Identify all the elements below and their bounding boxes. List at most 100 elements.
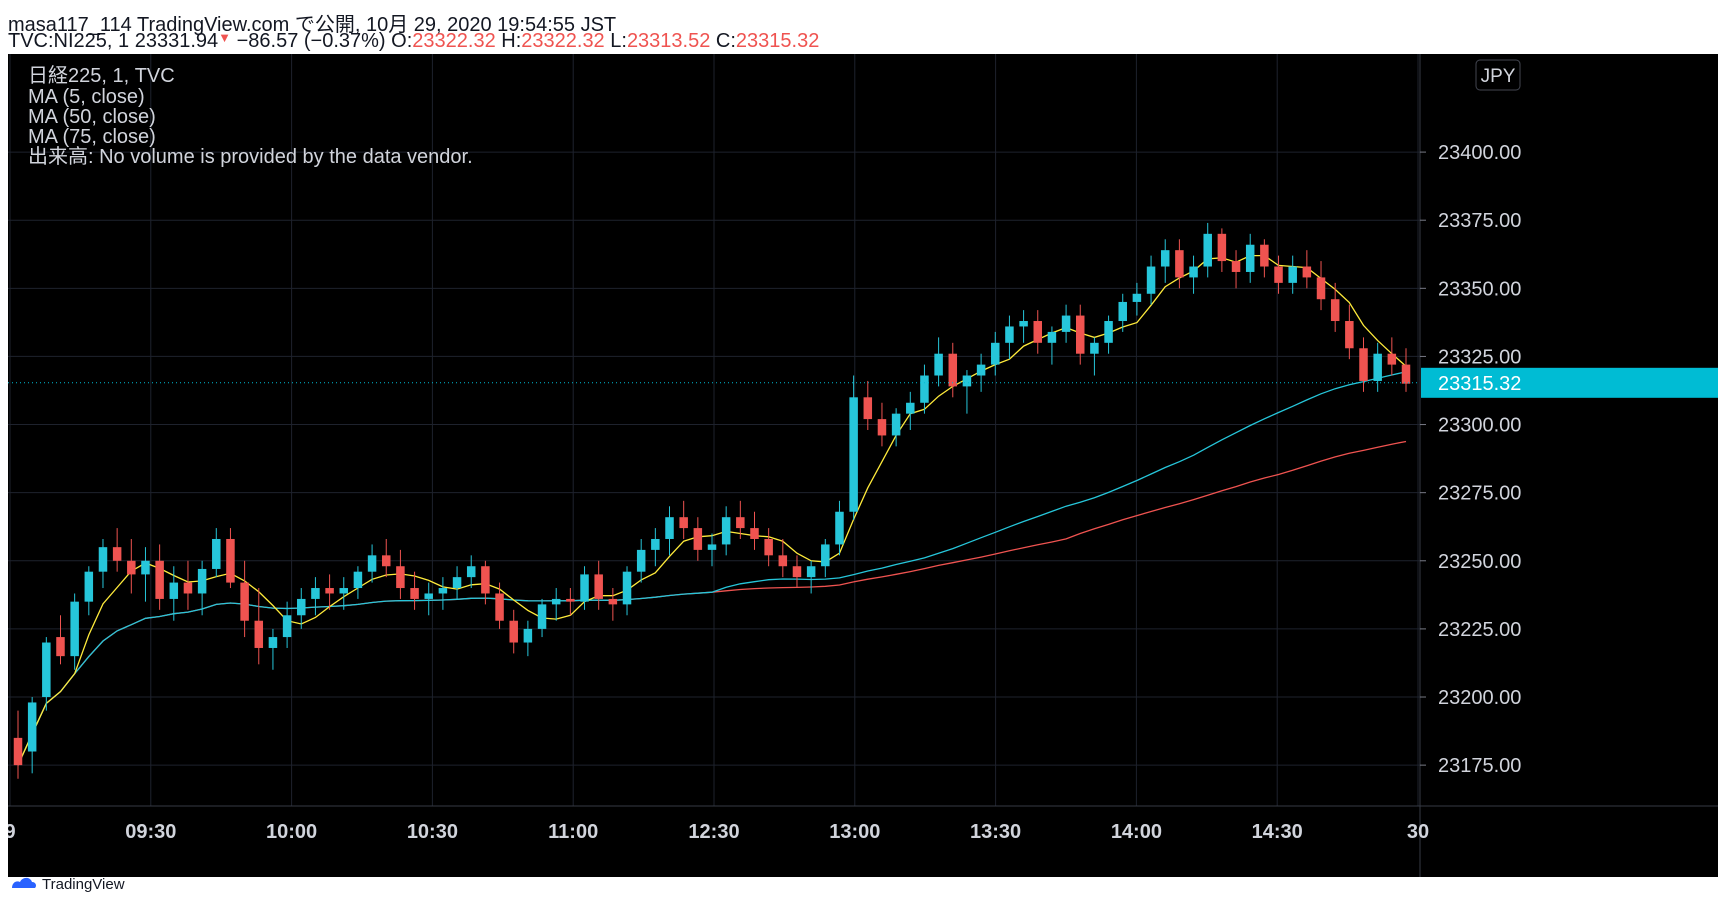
candle-body-38	[551, 598, 561, 605]
candle-78	[1118, 293, 1127, 332]
candle-90	[1288, 255, 1297, 294]
down-arrow-icon: ▼	[218, 30, 232, 45]
candle-body-58	[835, 511, 844, 545]
candle-body-59	[849, 397, 858, 512]
candle-4	[70, 593, 79, 670]
currency-badge[interactable]	[1475, 59, 1521, 91]
candle-body-56	[806, 566, 816, 578]
candle-body-39	[566, 598, 575, 602]
candle-body-93	[1330, 299, 1340, 322]
candle-body-83	[1189, 266, 1198, 278]
tradingview-label: TradingView	[42, 876, 125, 893]
candle-55	[792, 555, 802, 589]
candle-body-91	[1302, 266, 1312, 278]
candle-body-42	[608, 598, 618, 605]
candle-26	[381, 538, 391, 578]
candle-32	[466, 555, 476, 589]
candle-body-77	[1104, 321, 1113, 343]
candle-11	[169, 566, 179, 621]
candle-65	[934, 337, 943, 387]
close-label: C:	[715, 30, 736, 52]
legend-ma50[interactable]: MA (50, close)	[28, 106, 156, 128]
candle-59	[849, 375, 858, 520]
candle-72	[1033, 310, 1043, 354]
x-tick-label-1: 09:30	[125, 821, 176, 843]
x-tick-label-8: 14:00	[1111, 821, 1162, 843]
candle-body-51	[736, 517, 745, 529]
candle-27	[396, 549, 405, 599]
candle-body-28	[410, 588, 419, 599]
candle-body-94	[1345, 321, 1354, 349]
candle-body-57	[821, 544, 830, 567]
candle-42	[608, 588, 618, 621]
candle-body-85	[1217, 233, 1227, 262]
candle-body-5	[84, 571, 94, 602]
candle-body-27	[396, 566, 405, 589]
candle-30	[438, 577, 448, 610]
candle-body-22	[325, 588, 334, 594]
ma50-line	[17, 371, 1407, 766]
candle-body-89	[1274, 266, 1283, 283]
candle-body-35	[509, 620, 518, 643]
candle-87	[1245, 233, 1255, 283]
candle-85	[1217, 228, 1227, 272]
candle-body-10	[155, 560, 164, 599]
candle-body-31	[452, 577, 462, 589]
candle-0	[13, 710, 23, 779]
legend-ma5[interactable]: MA (5, close)	[28, 86, 145, 108]
y-tick-label-5: 23300.00	[1438, 415, 1521, 437]
candle-96	[1373, 342, 1382, 392]
candle-body-37	[537, 604, 547, 629]
close-value: 23315.32	[735, 30, 820, 52]
low-label: L:	[610, 30, 627, 52]
candle-98	[1401, 348, 1411, 392]
open-value: 23322.32	[412, 30, 496, 52]
candle-31	[452, 566, 462, 599]
candle-body-87	[1245, 244, 1255, 272]
candle-36	[523, 620, 533, 657]
chart-panel[interactable]: 23175.00 23200.00 23225.00 23250.00 23275.00…	[8, 54, 1718, 877]
x-tick-label-4: 11:00	[548, 821, 598, 843]
candlestick-chart[interactable]: 23175.00 23200.00 23225.00 23250.00 23275.00…	[8, 54, 1718, 877]
candle-body-80	[1146, 266, 1156, 294]
x-tick-label-5: 12:30	[688, 821, 739, 843]
symbol-label: TVC:NI225, 1	[8, 30, 130, 52]
candle-88	[1260, 239, 1269, 278]
publish-info: masa117_114 TradingView.com で公開, 10月 29,…	[8, 8, 616, 37]
candle-body-12	[183, 582, 193, 594]
candle-body-74	[1061, 315, 1071, 332]
candle-93	[1330, 282, 1340, 332]
currency-label: JPY	[1481, 66, 1516, 87]
candle-77	[1104, 315, 1113, 354]
candle-body-88	[1260, 244, 1269, 267]
legend-title: 日経225, 1, TVC	[28, 65, 175, 87]
candle-body-66	[948, 353, 958, 387]
candle-body-97	[1387, 353, 1397, 365]
candle-10	[155, 544, 164, 610]
candle-53	[764, 528, 773, 567]
candle-body-4	[70, 601, 79, 657]
x-tick-label-2: 10:00	[266, 821, 317, 843]
candle-51	[736, 500, 745, 539]
legend-volume: 出来高: No volume is provided by the data v…	[28, 146, 473, 168]
candle-body-34	[495, 593, 504, 621]
candle-28	[410, 571, 419, 610]
candle-body-76	[1090, 342, 1099, 354]
candle-body-14	[212, 538, 221, 569]
candle-body-69	[991, 342, 1000, 365]
candle-body-21	[311, 588, 320, 599]
x-tick-label-3: 10:30	[407, 821, 458, 843]
candle-80	[1146, 255, 1156, 305]
quote-line: TVC:NI225, 1 23331.94▼ −86.57 (−0.37%) O…	[8, 30, 819, 53]
candle-body-54	[778, 555, 788, 567]
candle-body-72	[1033, 321, 1043, 343]
candle-23	[339, 577, 349, 610]
candle-body-67	[962, 375, 972, 387]
legend-ma75[interactable]: MA (75, close)	[28, 126, 156, 148]
candle-84	[1203, 222, 1212, 278]
candle-47	[679, 500, 688, 539]
candle-82	[1175, 239, 1184, 289]
candle-63	[906, 391, 915, 430]
candle-52	[750, 511, 759, 550]
candle-94	[1345, 304, 1354, 360]
